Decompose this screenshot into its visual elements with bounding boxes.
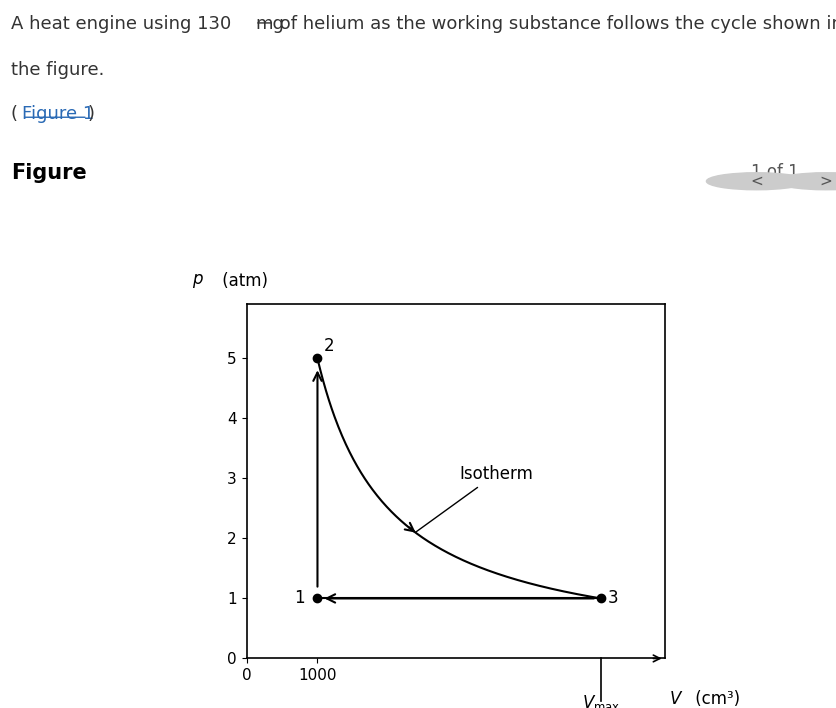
Text: <: < [750,173,763,189]
Text: Figure: Figure [11,163,87,183]
Text: of helium as the working substance follows the cycle shown in: of helium as the working substance follo… [274,16,836,33]
Text: 3: 3 [607,590,618,607]
Text: Isotherm: Isotherm [415,465,533,532]
Text: (atm): (atm) [217,273,268,290]
Text: >: > [819,173,833,189]
Text: (: ( [11,105,18,122]
Circle shape [776,173,836,190]
Text: ): ) [88,105,94,122]
Text: A heat engine using 130: A heat engine using 130 [11,16,237,33]
Text: $V$: $V$ [669,690,683,708]
Text: the figure.: the figure. [11,61,104,79]
Text: $p$: $p$ [192,273,204,290]
Text: 2: 2 [324,338,334,355]
Text: mg: mg [255,16,284,33]
Text: $V_\mathrm{max}$: $V_\mathrm{max}$ [582,693,620,708]
Circle shape [706,173,807,190]
Text: (cm³): (cm³) [690,690,740,708]
Text: 1: 1 [294,590,304,607]
Text: Figure 1: Figure 1 [22,105,94,122]
Text: 1 of 1: 1 of 1 [751,163,798,181]
